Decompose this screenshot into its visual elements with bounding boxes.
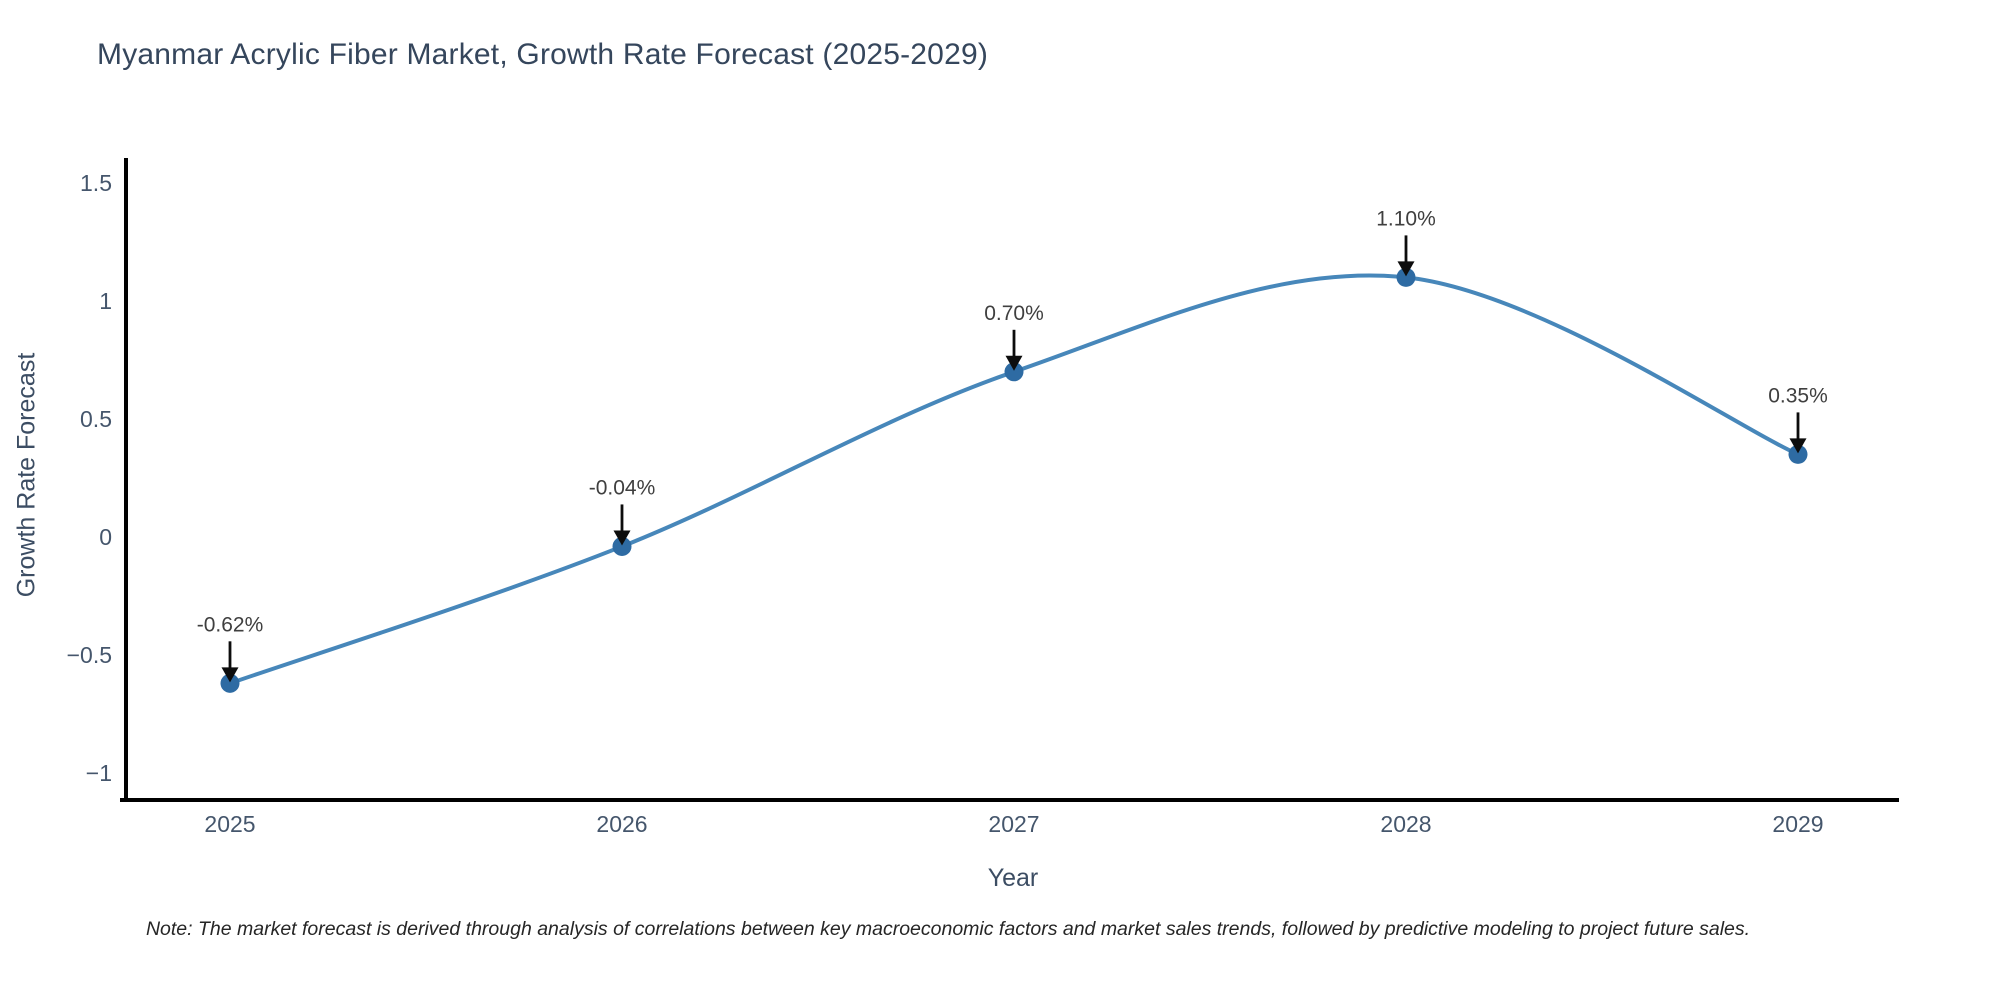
data-point-2028 bbox=[1396, 267, 1416, 287]
annotation-arrowhead bbox=[1005, 355, 1023, 371]
annotation-arrowhead bbox=[613, 530, 631, 546]
annotation-label: 1.10% bbox=[1376, 207, 1436, 230]
annotation-label: 0.70% bbox=[984, 302, 1044, 325]
y-tick-label: 0.5 bbox=[80, 406, 112, 432]
y-tick-label: 1.5 bbox=[80, 170, 112, 196]
annotation-arrowhead bbox=[1397, 261, 1415, 277]
data-point-2029 bbox=[1788, 444, 1808, 464]
x-axis-title: Year bbox=[987, 864, 1039, 892]
data-point-2026 bbox=[612, 536, 632, 556]
data-point-2025 bbox=[220, 673, 240, 693]
annotation-label: -0.62% bbox=[197, 613, 264, 636]
annotation-arrowhead bbox=[1789, 438, 1807, 454]
x-tick-label: 2027 bbox=[988, 811, 1039, 837]
y-tick-label: 0 bbox=[99, 524, 112, 550]
x-tick-label: 2025 bbox=[204, 811, 255, 837]
x-tick-label: 2028 bbox=[1380, 811, 1431, 837]
footnote: Note: The market forecast is derived thr… bbox=[145, 918, 1751, 940]
chart-title: Myanmar Acrylic Fiber Market, Growth Rat… bbox=[97, 38, 989, 71]
y-tick-label: 1 bbox=[99, 288, 112, 314]
x-tick-label: 2029 bbox=[1772, 811, 1823, 837]
annotation-label: -0.04% bbox=[589, 476, 656, 499]
x-tick-label: 2026 bbox=[596, 811, 647, 837]
y-tick-label: −0.5 bbox=[67, 642, 112, 668]
data-point-2027 bbox=[1004, 362, 1024, 382]
annotation-arrowhead bbox=[221, 667, 239, 683]
y-tick-label: −1 bbox=[86, 760, 112, 786]
annotation-label: 0.35% bbox=[1768, 384, 1828, 407]
